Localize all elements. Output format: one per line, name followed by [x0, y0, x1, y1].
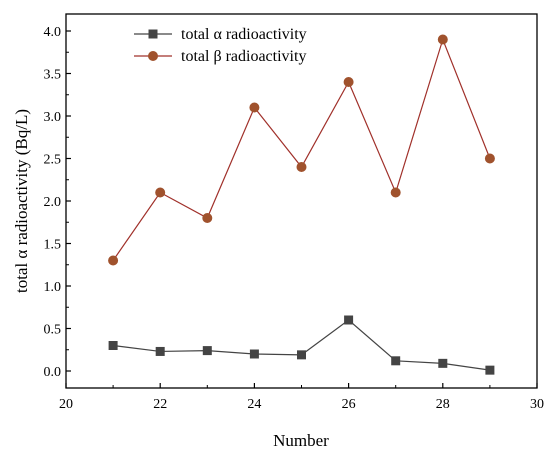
- y-axis-title: total α radioactivity (Bq/L): [12, 109, 31, 293]
- y-tick-label: 3.0: [44, 110, 62, 125]
- y-tick-label: 1.0: [44, 280, 62, 295]
- legend: total α radioactivity total β radioactivi…: [134, 26, 307, 65]
- data-point-circle: [390, 187, 401, 198]
- plot-border: [65, 13, 538, 389]
- legend-marker-square: [148, 29, 158, 39]
- legend-marker-circle: [148, 51, 158, 61]
- x-tick-label: 26: [342, 397, 356, 412]
- series-1: [108, 315, 495, 375]
- data-point-circle: [484, 153, 495, 164]
- x-tick-label: 28: [436, 397, 450, 412]
- data-point-circle: [343, 77, 354, 87]
- data-point-square: [438, 358, 448, 368]
- data-point-square: [391, 356, 401, 366]
- data-point-circle: [437, 34, 448, 45]
- legend-item: total α radioactivity: [134, 26, 307, 43]
- y-tick-label: 0.0: [44, 365, 62, 380]
- x-tick-label: 30: [530, 397, 544, 412]
- y-tick-label: 3.5: [44, 68, 62, 83]
- y-tick-label: 2.0: [44, 195, 62, 210]
- data-point-circle: [296, 162, 307, 172]
- legend-item: total β radioactivity: [134, 48, 306, 65]
- y-tick-label: 2.5: [44, 153, 62, 168]
- y-axis-ticks: 0.0 0.5 1.0 1.5 2.0 2.5 3.0 3.5 4.0: [44, 25, 71, 380]
- legend-label: total β radioactivity: [181, 48, 306, 65]
- data-point-square: [344, 315, 354, 325]
- data-point-circle: [249, 102, 260, 113]
- series-layer: [108, 34, 495, 375]
- y-tick-label: 4.0: [44, 25, 62, 40]
- data-point-square: [249, 349, 259, 359]
- data-point-square: [297, 350, 306, 360]
- data-point-square: [485, 365, 495, 375]
- data-point-circle: [108, 255, 119, 266]
- data-point-square: [155, 346, 165, 356]
- data-point-circle: [202, 213, 213, 223]
- data-point-square: [108, 341, 118, 350]
- series-2: [108, 34, 495, 266]
- data-point-square: [202, 346, 212, 356]
- x-tick-label: 24: [247, 397, 261, 412]
- series-line: [113, 319, 490, 371]
- x-axis-ticks: 20 22 24 26 28 30: [59, 383, 544, 412]
- series-line: [112, 37, 491, 261]
- plot-frame: [65, 13, 538, 389]
- x-tick-label: 22: [153, 397, 167, 412]
- x-axis-title: Number: [273, 431, 329, 450]
- legend-label: total α radioactivity: [181, 26, 307, 43]
- x-tick-label: 20: [59, 397, 73, 412]
- y-tick-label: 1.5: [44, 238, 62, 253]
- y-tick-label: 0.5: [44, 323, 62, 338]
- data-point-circle: [155, 187, 166, 198]
